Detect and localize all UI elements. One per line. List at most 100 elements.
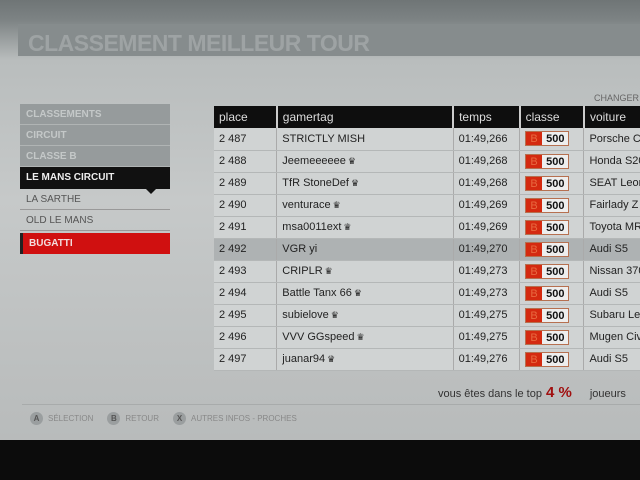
class-letter: B [526,198,543,212]
hint-a[interactable]: A SÉLECTION [30,412,93,425]
performance-index: 500 [542,286,569,300]
performance-index: 500 [542,220,569,234]
class-letter: B [526,330,543,344]
gamertag: STRICTLY MISH [282,132,366,145]
car-cell: Toyota MR [583,216,640,239]
gamertag: Battle Tanx 66 [282,287,352,299]
class-badge: B 500 [525,131,570,147]
class-cell: B 500 [519,260,585,283]
class-cell: B 500 [519,216,585,239]
column-header-classe[interactable]: classe [519,106,585,128]
sidebar-item-bugatti[interactable]: BUGATTI [20,233,170,254]
sidebar-item-la-sarthe[interactable]: LA SARTHE [20,189,170,210]
car-cell: Fairlady Z [583,194,640,217]
class-badge: B 500 [525,175,570,191]
time-cell: 01:49,269 [453,216,521,239]
performance-index: 500 [542,352,569,366]
time-cell: 01:49,269 [453,194,521,217]
place-cell: 2 497 [214,348,278,371]
performance-index: 500 [542,308,569,322]
table-row[interactable]: 2 490 venturace ♛ 01:49,269 B 500 Fairlady Z [214,194,640,217]
time-cell: 01:49,273 [453,260,521,283]
class-badge: B 500 [525,351,570,367]
car-cell: Audi S5 [583,348,640,371]
class-letter: B [526,352,543,366]
class-letter: B [526,132,543,146]
gamertag: subielove [282,309,329,321]
sidebar-item-classe-b[interactable]: CLASSE B [20,146,170,167]
crown-icon: ♛ [327,354,336,364]
performance-index: 500 [542,198,569,212]
sidebar-item-le-mans-circuit[interactable]: LE MANS CIRCUIT [20,167,170,194]
class-badge: B 500 [525,219,570,235]
class-cell: B 500 [519,172,585,195]
gamertag-cell: Jeemeeeeee ♛ [276,150,454,173]
top-suffix: joueurs [589,388,626,400]
sidebar-item-old-le-mans[interactable]: OLD LE MANS [20,210,170,231]
gamertag: VVV GGspeed [282,331,355,343]
gamertag: venturace [282,199,331,211]
gamertag-cell: VVV GGspeed ♛ [276,326,454,349]
hint-x[interactable]: X AUTRES INFOS - PROCHES [172,412,297,425]
sidebar-item-circuit[interactable]: CIRCUIT [20,125,170,146]
hint-b[interactable]: B RETOUR [107,412,159,425]
place-cell: 2 494 [214,282,278,305]
column-header-gamertag[interactable]: gamertag [276,106,455,128]
car-cell: Audi S5 [583,238,640,261]
button-b-icon: B [107,412,121,425]
class-letter: B [526,286,543,300]
column-header-voiture[interactable]: voiture [583,106,640,128]
crown-icon: ♛ [332,200,341,210]
time-cell: 01:49,275 [453,326,521,349]
performance-index: 500 [542,132,569,146]
top-value: 4 % [545,384,572,401]
class-letter: B [526,264,543,278]
class-letter: B [526,242,543,256]
time-cell: 01:49,276 [453,348,521,371]
column-header-place[interactable]: place [214,106,278,128]
hint-label: RETOUR [125,414,159,423]
performance-index: 500 [542,176,569,190]
time-cell: 01:49,275 [453,304,521,327]
car-cell: Audi S5 [583,282,640,305]
button-a-icon: A [30,412,43,425]
table-header: place gamertag temps classe voiture [214,106,640,128]
time-cell: 01:49,268 [453,172,521,195]
crown-icon: ♛ [350,178,360,188]
table-row[interactable]: 2 489 TfR StoneDef ♛ 01:49,268 B 500 SEAT Leon [214,172,640,195]
gamertag-cell: STRICTLY MISH [276,128,454,151]
sidebar-item-classements[interactable]: CLASSEMENTS [20,104,170,125]
car-cell: Honda S20 [583,150,640,173]
gamertag: Jeemeeeeee [282,155,346,167]
table-row[interactable]: 2 491 msa0011ext ♛ 01:49,269 B 500 Toyota MR [214,216,640,239]
column-header-temps[interactable]: temps [453,106,521,128]
class-cell: B 500 [519,150,585,173]
gamertag-cell: Battle Tanx 66 ♛ [276,282,454,305]
gamertag: TfR StoneDef [282,177,349,189]
gamertag-cell: msa0011ext ♛ [276,216,454,239]
class-badge: B 500 [525,263,570,279]
gamertag-cell: juanar94 ♛ [276,348,454,371]
class-cell: B 500 [519,282,585,305]
class-cell: B 500 [519,194,585,217]
table-row[interactable]: 2 497 juanar94 ♛ 01:49,276 B 500 Audi S5 [214,348,640,371]
table-row[interactable]: 2 488 Jeemeeeeee ♛ 01:49,268 B 500 Honda S20 [214,150,640,173]
place-cell: 2 491 [214,216,278,239]
table-row[interactable]: 2 487 STRICTLY MISH 01:49,266 B 500 Porsche C [214,128,640,151]
time-cell: 01:49,270 [453,238,521,261]
gamertag-cell: VGR yi [276,238,454,261]
performance-index: 500 [542,242,569,256]
table-row[interactable]: 2 494 Battle Tanx 66 ♛ 01:49,273 B 500 Audi S5 [214,282,640,305]
gamertag: msa0011ext [282,221,342,233]
class-letter: B [526,154,543,168]
class-letter: B [526,176,543,190]
gamertag: juanar94 [282,353,326,365]
table-row[interactable]: 2 492 VGR yi 01:49,270 B 500 Audi S5 [214,238,640,261]
gamertag-cell: venturace ♛ [276,194,454,217]
change-button[interactable]: CHANGER C [594,93,640,103]
gamertag: VGR yi [282,243,318,255]
time-cell: 01:49,266 [453,128,521,151]
